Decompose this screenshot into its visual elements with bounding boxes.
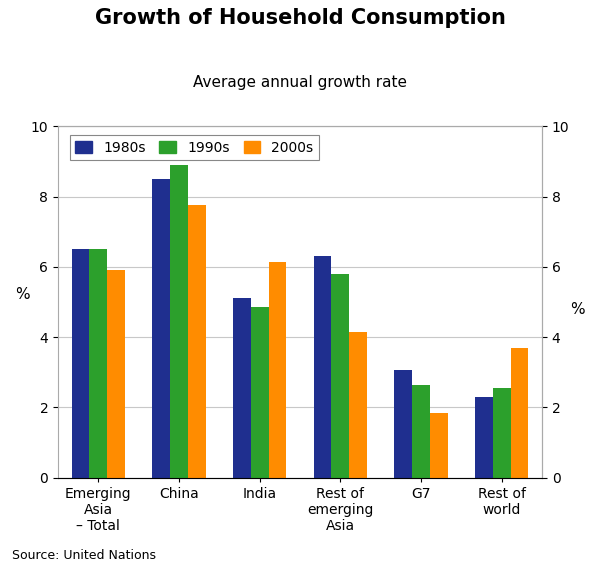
Bar xyxy=(89,249,107,477)
Bar xyxy=(269,262,286,477)
Bar xyxy=(314,257,331,477)
Bar xyxy=(493,388,511,477)
Bar xyxy=(349,332,367,477)
Bar xyxy=(331,274,349,477)
Y-axis label: %: % xyxy=(571,302,585,317)
Bar xyxy=(412,385,430,477)
Bar xyxy=(170,165,188,477)
Legend: 1980s, 1990s, 2000s: 1980s, 1990s, 2000s xyxy=(70,135,319,160)
Bar xyxy=(72,249,89,477)
Bar xyxy=(107,270,125,477)
Bar xyxy=(251,307,269,477)
Bar xyxy=(430,412,448,477)
Title: Average annual growth rate: Average annual growth rate xyxy=(193,75,407,90)
Text: Source: United Nations: Source: United Nations xyxy=(12,549,156,562)
Bar xyxy=(152,179,170,477)
Bar xyxy=(475,397,493,477)
Bar xyxy=(394,371,412,477)
Bar xyxy=(233,298,251,477)
Bar xyxy=(511,347,528,477)
Y-axis label: %: % xyxy=(15,287,29,302)
Bar xyxy=(188,205,206,477)
Text: Growth of Household Consumption: Growth of Household Consumption xyxy=(95,8,505,28)
